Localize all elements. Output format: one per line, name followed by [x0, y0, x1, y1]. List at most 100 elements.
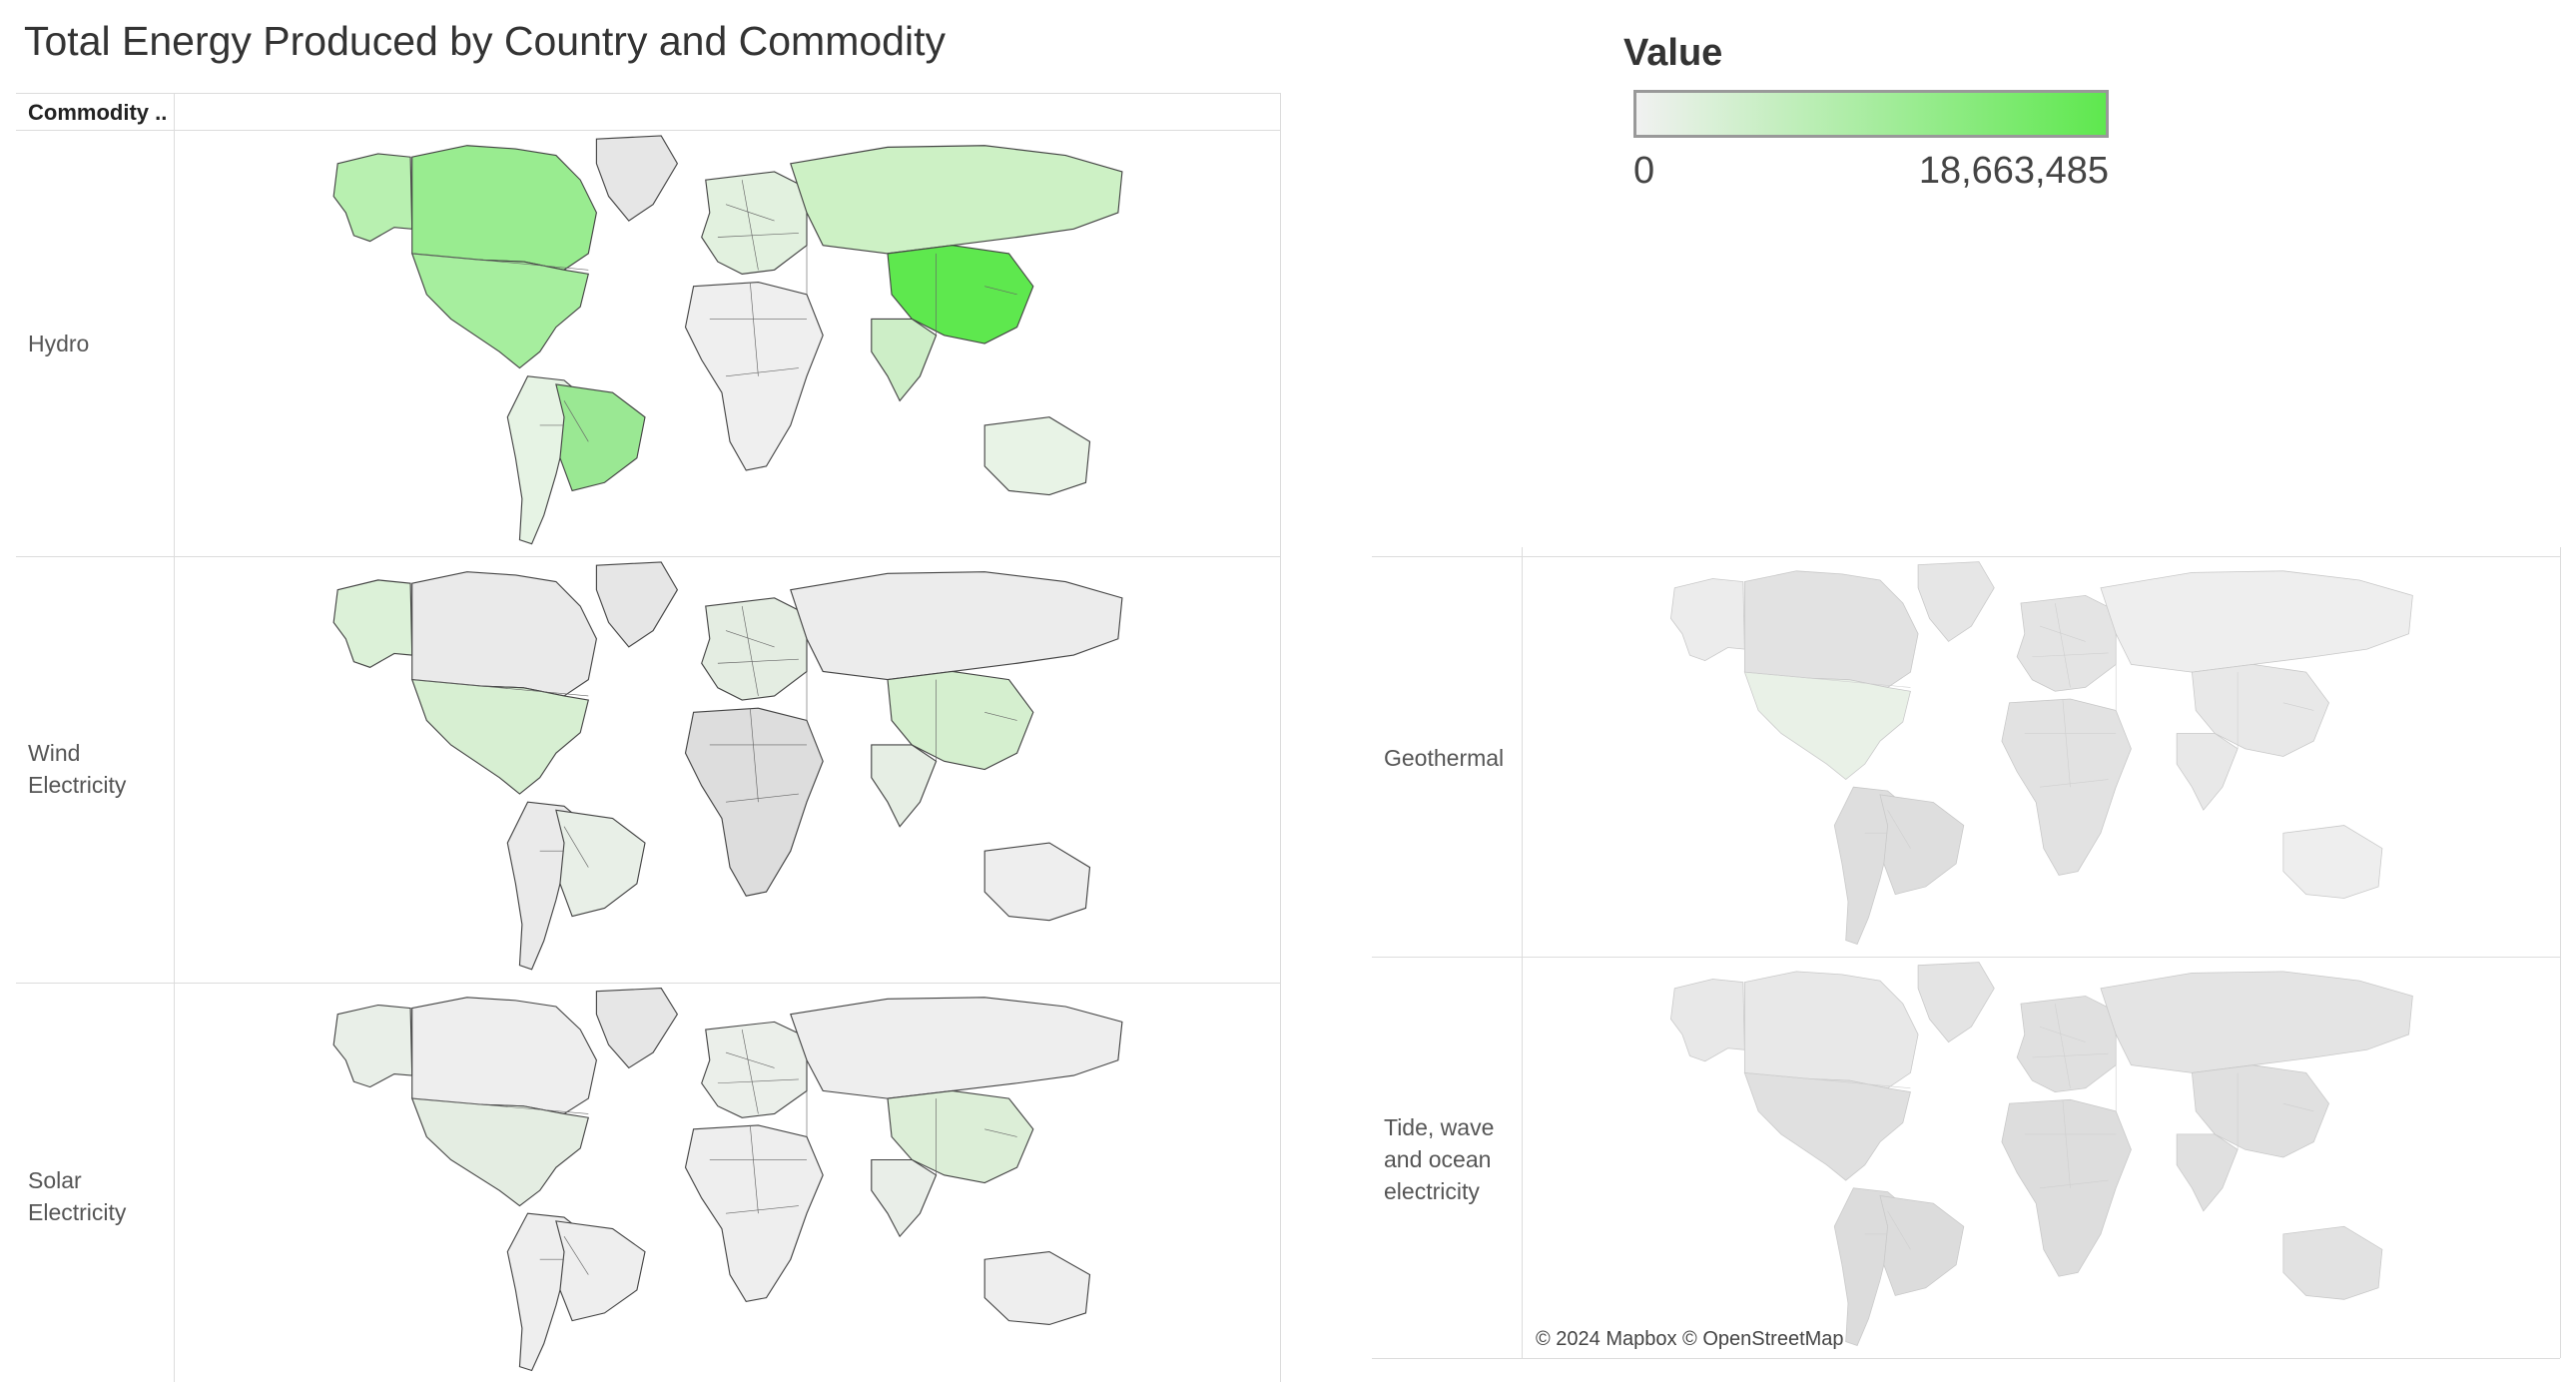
country-shape-namerica[interactable] [410, 253, 589, 369]
country-shape-africa[interactable] [2001, 698, 2132, 876]
country-shape-russia[interactable] [790, 145, 1123, 255]
country-border [411, 679, 589, 697]
world-map-svg [332, 561, 1123, 971]
map-attribution[interactable]: © 2024 Mapbox © OpenStreetMap [1536, 1328, 1844, 1350]
country-shape-canada[interactable] [1743, 971, 1919, 1089]
country-shape-canada[interactable] [411, 145, 597, 271]
country-shape-europe[interactable] [701, 171, 808, 275]
country-shape-russia[interactable] [790, 997, 1123, 1099]
country-shape-namerica[interactable] [1743, 671, 1911, 781]
country-shape-alaska[interactable] [1670, 979, 1745, 1062]
row-divider [16, 983, 1280, 984]
country-shape-africa[interactable] [2001, 1098, 2132, 1277]
country-shape-canada[interactable] [411, 571, 597, 697]
country-shape-brazil[interactable] [1879, 794, 1965, 896]
country-border [741, 605, 759, 697]
country-shape-greenland[interactable] [595, 988, 679, 1069]
country-shape-greenland[interactable] [595, 561, 679, 648]
map-solar-electricity[interactable] [322, 984, 1130, 1382]
left-panel-right-border [1280, 93, 1281, 1382]
country-border [411, 1097, 589, 1114]
country-shape-india[interactable] [871, 318, 938, 402]
country-shape-greenland[interactable] [1917, 962, 1995, 1043]
country-shape-africa[interactable] [684, 707, 824, 897]
map-wind-electricity[interactable] [322, 557, 1130, 982]
country-shape-greenland[interactable] [595, 135, 679, 222]
country-shape-europe[interactable] [2016, 594, 2117, 692]
country-border [2039, 625, 2086, 642]
country-shape-india[interactable] [871, 744, 938, 828]
country-shape-canada[interactable] [411, 997, 597, 1115]
row-label-solar: Solar Electricity [28, 1167, 127, 1225]
country-shape-china[interactable] [2191, 1064, 2329, 1158]
country-border [725, 367, 799, 377]
country-shape-china[interactable] [887, 245, 1034, 345]
country-shape-china[interactable] [887, 670, 1034, 771]
country-shape-australia[interactable] [2282, 1225, 2383, 1300]
label-column-divider [174, 93, 175, 1382]
header-bottom-line [16, 130, 1280, 131]
legend-min-value: 0 [1633, 150, 1655, 192]
page-title: Total Energy Produced by Country and Com… [24, 18, 946, 64]
country-shape-europe[interactable] [701, 597, 808, 701]
country-shape-africa[interactable] [684, 281, 824, 471]
country-shape-australia[interactable] [983, 842, 1091, 922]
country-border [984, 711, 1017, 721]
country-shape-namerica[interactable] [410, 678, 589, 795]
country-shape-russia[interactable] [2100, 971, 2413, 1073]
country-shape-europe[interactable] [2016, 996, 2117, 1093]
country-shape-russia[interactable] [2100, 570, 2413, 673]
country-shape-alaska[interactable] [332, 1004, 413, 1088]
country-shape-alaska[interactable] [332, 579, 413, 668]
world-map-svg [1670, 962, 2413, 1346]
country-shape-russia[interactable] [790, 571, 1123, 681]
country-shape-canada[interactable] [1743, 570, 1919, 688]
country-shape-europe[interactable] [701, 1021, 808, 1118]
map-geothermal[interactable] [1659, 557, 2420, 956]
country-shape-alaska[interactable] [1670, 578, 1745, 662]
row-divider [16, 556, 1280, 557]
country-shape-africa[interactable] [684, 1124, 824, 1303]
country-border [2062, 1099, 2071, 1188]
country-shape-australia[interactable] [2282, 825, 2383, 899]
country-border [2039, 1026, 2086, 1042]
country-shape-brazil[interactable] [555, 1220, 646, 1322]
country-shape-alaska[interactable] [332, 153, 413, 243]
country-shape-brazil[interactable] [555, 809, 646, 918]
country-shape-india[interactable] [2176, 733, 2239, 811]
country-border [2054, 1004, 2071, 1088]
label-column-divider [1522, 547, 1523, 1358]
country-border [2032, 1052, 2109, 1058]
legend-title: Value [1623, 32, 1723, 74]
country-border [2062, 698, 2071, 788]
commodity-column-header[interactable]: Commodity .. [28, 100, 168, 125]
country-border [984, 1128, 1017, 1137]
country-shape-greenland[interactable] [1917, 561, 1995, 642]
country-shape-india[interactable] [871, 1158, 938, 1238]
country-border [2039, 1179, 2109, 1189]
country-border [563, 400, 589, 442]
country-shape-namerica[interactable] [410, 1097, 589, 1207]
country-border [717, 658, 799, 664]
country-border [717, 1078, 799, 1084]
country-shape-brazil[interactable] [555, 383, 646, 492]
country-border [2032, 652, 2109, 658]
row-label-geothermal: Geothermal [1384, 745, 1505, 771]
country-border [1744, 671, 1911, 688]
country-shape-brazil[interactable] [1879, 1194, 1965, 1296]
country-shape-china[interactable] [2191, 664, 2329, 757]
country-shape-australia[interactable] [983, 1251, 1091, 1325]
country-shape-china[interactable] [887, 1089, 1034, 1184]
row-divider [1372, 556, 2560, 557]
country-border [749, 282, 759, 376]
country-border [2039, 779, 2109, 788]
country-shape-india[interactable] [2176, 1133, 2239, 1212]
country-shape-namerica[interactable] [1743, 1071, 1911, 1181]
row-divider [1372, 957, 2560, 958]
map-tide-wave-ocean[interactable] [1659, 958, 2420, 1357]
country-border [741, 180, 759, 271]
country-border [1887, 810, 1911, 849]
legend-color-ramp [1633, 90, 2109, 138]
map-hydro[interactable] [322, 131, 1130, 556]
country-shape-australia[interactable] [983, 416, 1091, 496]
